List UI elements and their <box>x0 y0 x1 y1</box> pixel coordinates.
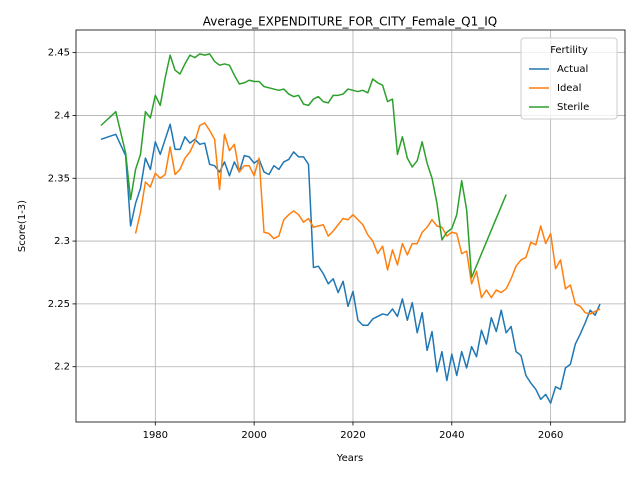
y-tick-label: 2.25 <box>48 299 70 310</box>
x-tick-label: 2060 <box>538 430 563 441</box>
y-tick-label: 2.45 <box>48 48 70 59</box>
chart-title: Average_EXPENDITURE_FOR_CITY_Female_Q1_I… <box>203 15 497 29</box>
y-tick-label: 2.4 <box>54 110 70 121</box>
y-tick-label: 2.35 <box>48 173 70 184</box>
y-axis-label: Score(1-3) <box>17 200 28 252</box>
legend-label: Sterile <box>557 102 589 113</box>
legend-label: Ideal <box>557 83 581 94</box>
legend-box <box>520 37 618 120</box>
x-tick-label: 2020 <box>340 430 365 441</box>
data-line <box>100 53 507 279</box>
legend-label: Actual <box>557 64 588 75</box>
y-tick-label: 2.2 <box>54 362 70 373</box>
y-tick-label: 2.3 <box>54 236 70 247</box>
x-tick-label: 1980 <box>143 430 168 441</box>
data-line <box>134 122 601 315</box>
legend-title: Fertility <box>550 45 588 56</box>
x-axis-label: Years <box>336 453 363 464</box>
x-tick-label: 2000 <box>241 430 266 441</box>
legend: Fertility Actual Ideal Sterile <box>520 37 618 120</box>
data-line <box>100 123 601 404</box>
x-tick-label: 2040 <box>439 430 464 441</box>
plot-frame <box>75 29 626 423</box>
